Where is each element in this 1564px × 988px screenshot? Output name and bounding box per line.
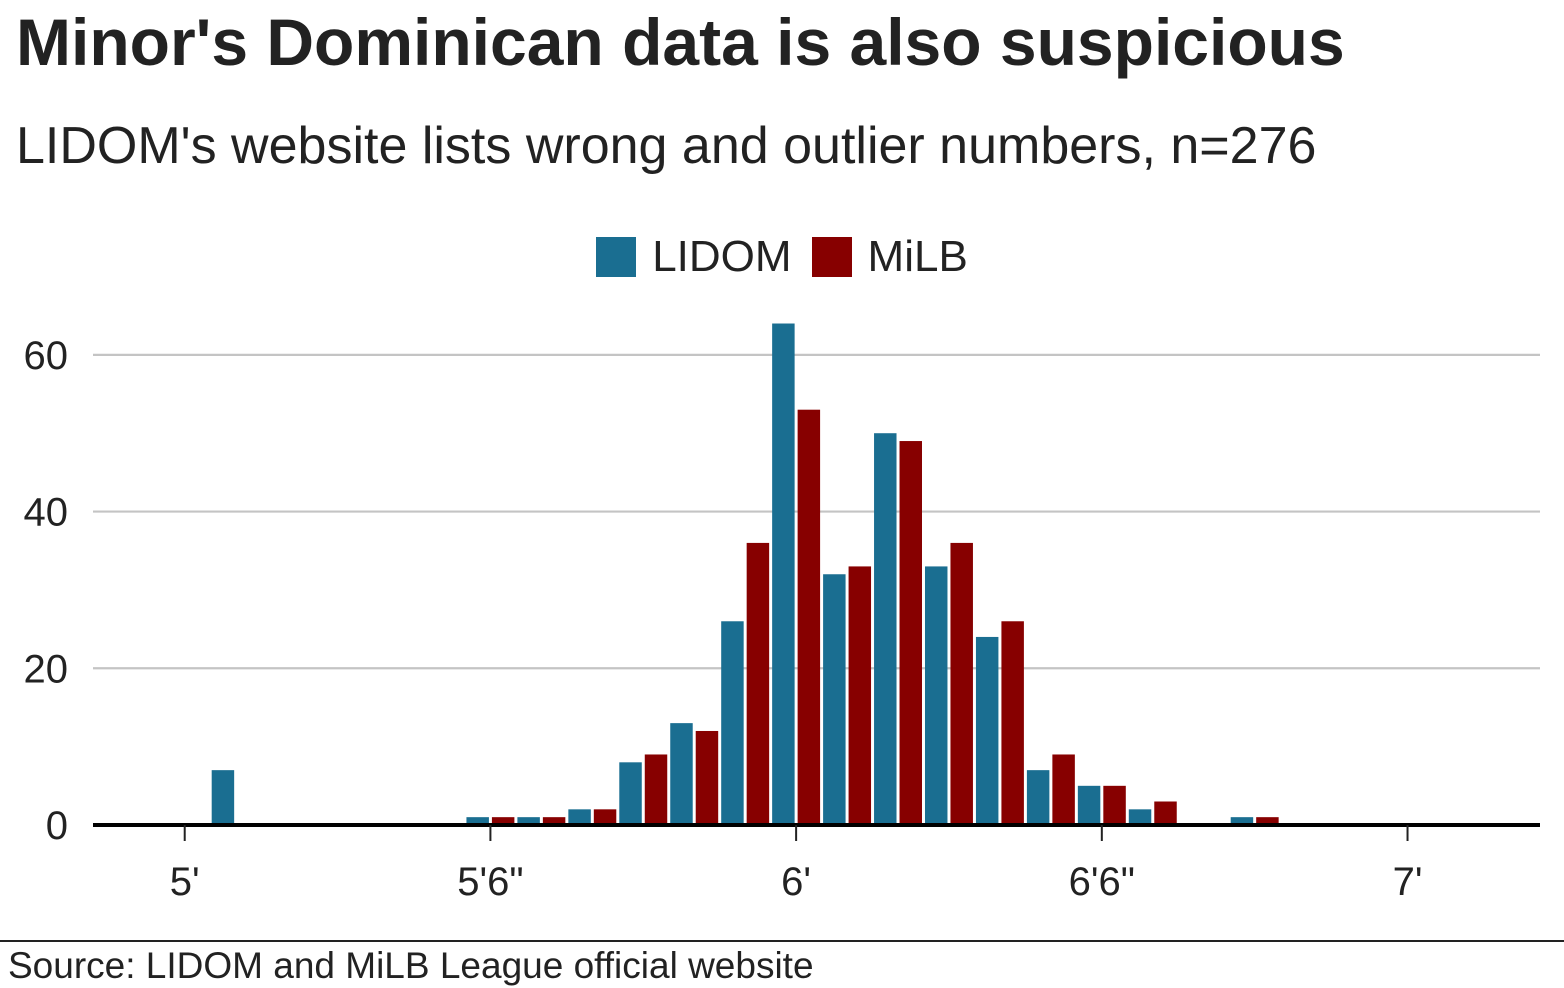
bar-milb-78 (1103, 785, 1126, 825)
x-tick-label-66: 5'6" (457, 860, 523, 904)
source-note: Source: LIDOM and MiLB League official w… (8, 945, 814, 986)
bar-lidom-66 (466, 817, 489, 825)
bar-lidom-61 (211, 770, 235, 825)
axis-layer: 0 20 40 60 5' 5'6" 6' 6'6" 7' (24, 334, 1540, 904)
bar-lidom-73 (823, 574, 846, 825)
bar-milb-67 (542, 817, 566, 825)
y-tick-label-20: 20 (24, 647, 69, 691)
bar-lidom-72 (772, 323, 795, 825)
bar-lidom-71 (721, 621, 744, 825)
x-tick-label-72: 6' (781, 860, 811, 904)
bar-milb-73 (848, 566, 872, 825)
bar-milb-68 (593, 809, 617, 825)
bar-lidom-69 (619, 762, 642, 825)
legend-swatch-milb (811, 237, 852, 277)
y-tick-label-60: 60 (24, 334, 69, 378)
bar-lidom-76 (975, 636, 999, 825)
bar-milb-66 (491, 817, 515, 825)
bar-lidom-70 (670, 723, 693, 825)
chart-subtitle: LIDOM's website lists wrong and outlier … (16, 117, 1317, 175)
bar-milb-79 (1154, 801, 1177, 825)
legend-label-lidom: LIDOM (652, 232, 792, 281)
bar-lidom-77 (1026, 770, 1050, 825)
legend-label-milb: MiLB (867, 232, 968, 281)
bar-lidom-78 (1077, 785, 1101, 825)
bar-milb-72 (797, 409, 821, 825)
bar-milb-70 (695, 730, 719, 825)
y-tick-label-0: 0 (46, 804, 68, 848)
bar-lidom-74 (874, 433, 897, 825)
bar-milb-75 (950, 542, 973, 825)
bar-lidom-79 (1128, 809, 1152, 825)
bar-milb-74 (899, 441, 922, 825)
chart-title: Minor's Dominican data is also suspiciou… (16, 5, 1345, 79)
bar-lidom-68 (568, 809, 591, 825)
x-tick-label-78: 6'6" (1069, 860, 1135, 904)
bar-lidom-67 (517, 817, 540, 825)
bar-milb-76 (1001, 621, 1024, 825)
bar-milb-81 (1256, 817, 1279, 825)
bar-milb-77 (1052, 754, 1075, 825)
legend-item-lidom: LIDOM (596, 232, 792, 282)
legend-swatch-lidom (596, 237, 637, 277)
bar-milb-69 (644, 754, 668, 825)
bar-lidom-75 (924, 566, 948, 825)
legend-item-milb: MiLB (811, 232, 968, 282)
x-tick-label-84: 7' (1393, 860, 1423, 904)
x-tick-label-60: 5' (170, 860, 200, 904)
bar-lidom-81 (1230, 817, 1254, 825)
histogram-chart: 0 20 40 60 5' 5'6" 6' 6'6" 7' (24, 323, 1540, 904)
bar-milb-71 (746, 542, 770, 825)
y-tick-label-40: 40 (24, 491, 69, 535)
bars-layer (211, 323, 1279, 825)
legend: LIDOM MiLB (0, 232, 1564, 282)
source-divider (0, 940, 1564, 942)
